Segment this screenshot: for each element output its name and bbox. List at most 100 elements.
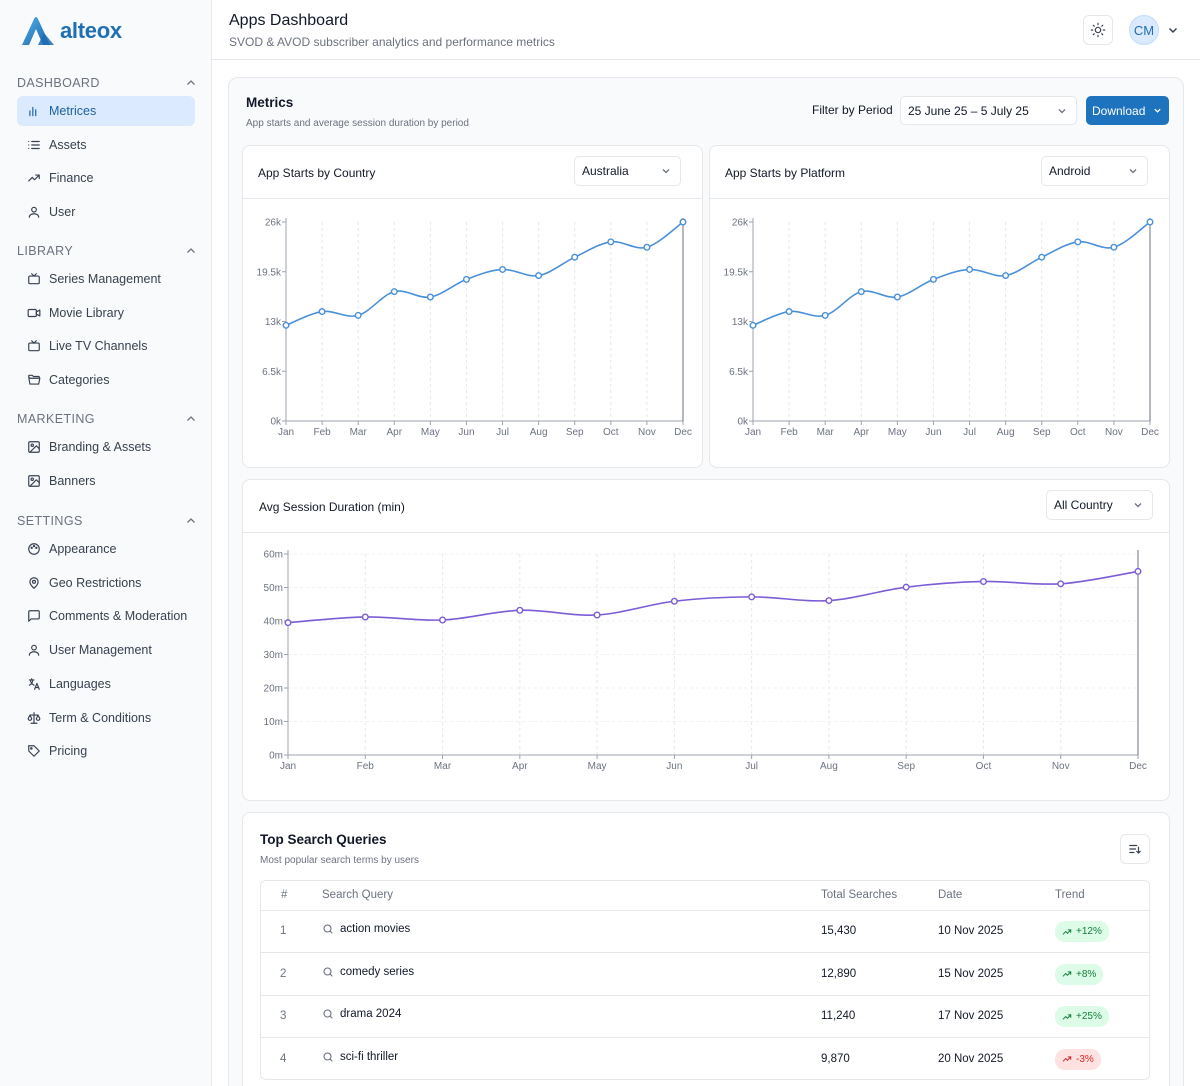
column-header[interactable]: Date [938, 889, 963, 901]
data-point[interactable] [785, 308, 793, 316]
series-line [285, 221, 684, 327]
sidebar-item-pricing[interactable]: Pricing [17, 736, 195, 766]
table-row[interactable]: 1 action movies 15,430 10 Nov 2025 +12% [261, 911, 1149, 953]
sidebar-item-geo-restrictions[interactable]: Geo Restrictions [17, 568, 195, 598]
metrics-subtitle: App starts and average session duration … [246, 118, 469, 129]
data-point[interactable] [426, 293, 434, 301]
data-point[interactable] [966, 265, 974, 273]
column-header[interactable]: Total Searches [821, 889, 898, 901]
sidebar-item-finance[interactable]: Finance [17, 163, 195, 193]
sidebar-section-label: LIBRARY [17, 244, 74, 258]
data-point[interactable] [516, 606, 524, 614]
y-tick-label: 10m [264, 717, 283, 728]
sort-button[interactable] [1120, 834, 1150, 864]
sidebar-section-library[interactable]: LIBRARY [17, 242, 197, 260]
brand-logo[interactable]: alteox [20, 14, 122, 48]
data-point[interactable] [607, 238, 615, 246]
data-point[interactable] [821, 311, 829, 319]
sidebar-item-categories[interactable]: Categories [17, 365, 195, 395]
table-row[interactable]: 3 drama 2024 11,240 17 Nov 2025 +25% [261, 996, 1149, 1038]
country-select[interactable]: Australia [574, 156, 681, 186]
data-point[interactable] [439, 616, 447, 624]
sidebar-item-user[interactable]: User [17, 197, 195, 227]
x-tick-label: Jul [963, 427, 976, 438]
sidebar-section-settings[interactable]: SETTINGS [17, 512, 197, 530]
sidebar-section-dashboard[interactable]: DASHBOARD [17, 74, 197, 92]
sidebar-section-label: MARKETING [17, 412, 95, 426]
chevron-down-icon[interactable] [1167, 24, 1179, 36]
sidebar-item-comments-moderation[interactable]: Comments & Moderation [17, 601, 195, 631]
trend-badge: +12% [1055, 921, 1109, 942]
y-tick-label: 30m [264, 650, 283, 661]
column-header[interactable]: # [281, 889, 288, 901]
data-point[interactable] [284, 619, 292, 627]
sidebar-item-banners[interactable]: Banners [17, 466, 195, 496]
sidebar-item-label: User Management [49, 643, 152, 658]
data-point[interactable] [390, 288, 398, 296]
data-point[interactable] [825, 597, 833, 605]
sidebar-item-assets[interactable]: Assets [17, 130, 195, 160]
search-icon [323, 924, 333, 934]
x-tick-label: Feb [357, 761, 375, 772]
data-point[interactable] [748, 593, 756, 601]
avatar[interactable]: CM [1129, 15, 1159, 45]
sidebar-item-movie-library[interactable]: Movie Library [17, 298, 195, 328]
sidebar-section-marketing[interactable]: MARKETING [17, 410, 197, 428]
sidebar-item-label: Series Management [49, 272, 161, 286]
data-point[interactable] [1110, 243, 1118, 251]
sidebar-item-branding-assets[interactable]: Branding & Assets [17, 432, 195, 462]
x-tick-label: Sep [897, 761, 915, 772]
sidebar-item-series-management[interactable]: Series Management [17, 264, 195, 294]
x-tick-label: Aug [530, 427, 548, 438]
data-point[interactable] [282, 321, 290, 329]
data-point[interactable] [679, 218, 687, 226]
sidebar-item-term-conditions[interactable]: Term & Conditions [17, 703, 195, 733]
data-point[interactable] [361, 613, 369, 621]
data-point[interactable] [499, 265, 507, 273]
x-tick-label: Nov [1052, 761, 1070, 772]
download-button[interactable]: Download [1086, 96, 1169, 125]
sidebar-item-languages[interactable]: Languages [17, 669, 195, 699]
period-select[interactable]: 25 June 25 – 5 July 25 [900, 96, 1077, 125]
data-point[interactable] [643, 243, 651, 251]
data-point[interactable] [318, 308, 326, 316]
column-header[interactable]: Search Query [322, 889, 393, 901]
sidebar-item-user-management[interactable]: User Management [17, 635, 195, 665]
table-row[interactable]: 2 comedy series 12,890 15 Nov 2025 +8% [261, 954, 1149, 996]
session-chart-card: Avg Session Duration (min) All Country 0… [242, 479, 1170, 801]
data-point[interactable] [749, 321, 757, 329]
data-point[interactable] [1057, 580, 1065, 588]
query-date: 15 Nov 2025 [938, 967, 1004, 980]
data-point[interactable] [1146, 218, 1154, 226]
search-queries-table: # Search Query Total Searches Date Trend… [260, 880, 1150, 1080]
data-point[interactable] [979, 577, 987, 585]
theme-toggle-button[interactable] [1083, 15, 1113, 45]
session-country-select[interactable]: All Country [1046, 490, 1153, 520]
sidebar-item-live-tv-channels[interactable]: Live TV Channels [17, 331, 195, 361]
data-point[interactable] [902, 583, 910, 591]
trend-value: +8% [1076, 968, 1097, 980]
tv-icon [27, 272, 41, 286]
data-point[interactable] [1074, 238, 1082, 246]
data-point[interactable] [670, 597, 678, 605]
data-point[interactable] [593, 611, 601, 619]
data-point[interactable] [929, 275, 937, 283]
session-chart-title: Avg Session Duration (min) [259, 500, 405, 514]
data-point[interactable] [857, 288, 865, 296]
data-point[interactable] [1002, 272, 1010, 280]
column-header[interactable]: Trend [1055, 889, 1085, 901]
data-point[interactable] [571, 253, 579, 261]
data-point[interactable] [354, 311, 362, 319]
data-point[interactable] [462, 275, 470, 283]
y-tick-label: 6.5k [729, 367, 749, 378]
data-point[interactable] [893, 293, 901, 301]
sidebar-item-appearance[interactable]: Appearance [17, 534, 195, 564]
y-tick-label: 13k [732, 317, 749, 328]
platform-select[interactable]: Android [1041, 156, 1148, 186]
trending-up-icon [1062, 971, 1072, 977]
table-row[interactable]: 4 sci-fi thriller 9,870 20 Nov 2025 -3% [261, 1039, 1149, 1080]
data-point[interactable] [1038, 253, 1046, 261]
data-point[interactable] [1134, 567, 1142, 575]
sidebar-item-metrices[interactable]: Metrices [17, 96, 195, 126]
data-point[interactable] [535, 272, 543, 280]
